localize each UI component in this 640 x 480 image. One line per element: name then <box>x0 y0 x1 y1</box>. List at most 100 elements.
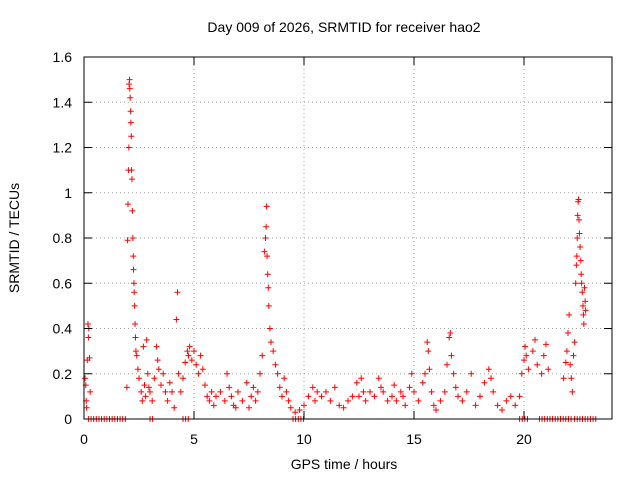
data-point <box>128 176 135 183</box>
data-point <box>305 393 312 400</box>
data-point <box>263 223 270 230</box>
data-point <box>175 370 182 377</box>
data-point <box>128 167 135 174</box>
data-point <box>323 388 329 395</box>
data-point <box>411 388 417 395</box>
data-point <box>362 397 369 404</box>
data-point <box>562 359 569 366</box>
data-point <box>503 397 510 404</box>
data-point <box>472 402 479 409</box>
data-point <box>577 244 584 251</box>
data-point <box>545 366 552 373</box>
data-point <box>397 388 404 395</box>
data-point <box>468 370 475 377</box>
data-point <box>182 359 189 366</box>
data-point <box>254 388 261 395</box>
data-point <box>166 379 173 386</box>
data-point <box>259 352 266 359</box>
data-point <box>408 370 415 377</box>
data-point <box>437 397 444 404</box>
data-point <box>287 404 294 411</box>
data-point <box>384 397 391 404</box>
data-point <box>127 108 134 115</box>
chart-title: Day 009 of 2026, SRMTID for receiver hao… <box>207 19 480 35</box>
data-point <box>266 325 273 332</box>
data-point <box>272 361 279 368</box>
data-point <box>525 366 532 373</box>
data-point <box>459 397 466 404</box>
data-point <box>224 370 230 377</box>
data-point <box>86 354 93 361</box>
data-point <box>276 384 283 391</box>
data-point <box>138 388 145 395</box>
data-point <box>185 352 192 359</box>
data-point <box>235 388 241 395</box>
data-point <box>571 339 578 346</box>
data-point <box>331 384 338 391</box>
data-point <box>463 388 470 395</box>
data-point <box>221 397 228 404</box>
data-point <box>567 361 574 368</box>
data-point <box>481 379 488 386</box>
data-point <box>204 393 211 400</box>
data-point <box>130 253 137 260</box>
data-point <box>239 397 246 404</box>
data-point <box>312 397 318 404</box>
data-point <box>85 334 92 341</box>
data-point <box>141 382 148 389</box>
data-point <box>477 393 483 400</box>
data-point <box>560 375 567 382</box>
data-point <box>389 393 395 400</box>
data-point <box>126 76 133 83</box>
data-point <box>576 230 583 237</box>
data-point <box>340 404 347 411</box>
data-point <box>257 370 263 377</box>
data-point <box>127 94 134 101</box>
data-point <box>522 343 529 350</box>
y-tick-label: 1 <box>64 185 72 201</box>
data-point <box>579 302 586 309</box>
data-point <box>576 216 582 223</box>
data-point <box>132 320 139 327</box>
data-point <box>202 382 208 389</box>
data-point <box>422 370 428 377</box>
data-point <box>285 397 292 404</box>
data-point <box>575 196 582 203</box>
data-point <box>274 370 281 377</box>
data-point <box>82 375 89 382</box>
data-point <box>125 144 132 151</box>
data-point <box>184 348 191 355</box>
data-point <box>393 397 400 404</box>
data-point <box>123 384 130 391</box>
data-point <box>582 298 589 305</box>
data-point <box>447 330 454 337</box>
data-point <box>568 375 575 382</box>
data-point <box>573 262 580 269</box>
data-point <box>162 388 169 395</box>
data-point <box>164 397 171 404</box>
data-point <box>143 336 150 343</box>
data-point <box>177 388 184 395</box>
data-point <box>345 397 351 404</box>
data-point <box>134 366 141 373</box>
data-point <box>353 379 360 386</box>
data-point <box>581 284 588 291</box>
data-point <box>210 402 217 409</box>
data-point <box>314 388 321 395</box>
data-point <box>128 133 135 140</box>
data-point <box>574 235 581 241</box>
data-point <box>264 271 271 278</box>
data-point <box>243 379 250 386</box>
data-point <box>485 366 492 373</box>
data-point <box>147 388 153 395</box>
data-point <box>265 284 272 291</box>
data-point <box>565 330 571 337</box>
data-point <box>171 404 178 411</box>
data-point <box>132 334 139 341</box>
data-point <box>415 397 422 404</box>
data-point <box>279 393 285 400</box>
data-point <box>391 382 398 389</box>
data-point <box>264 253 271 260</box>
data-point <box>149 397 156 404</box>
